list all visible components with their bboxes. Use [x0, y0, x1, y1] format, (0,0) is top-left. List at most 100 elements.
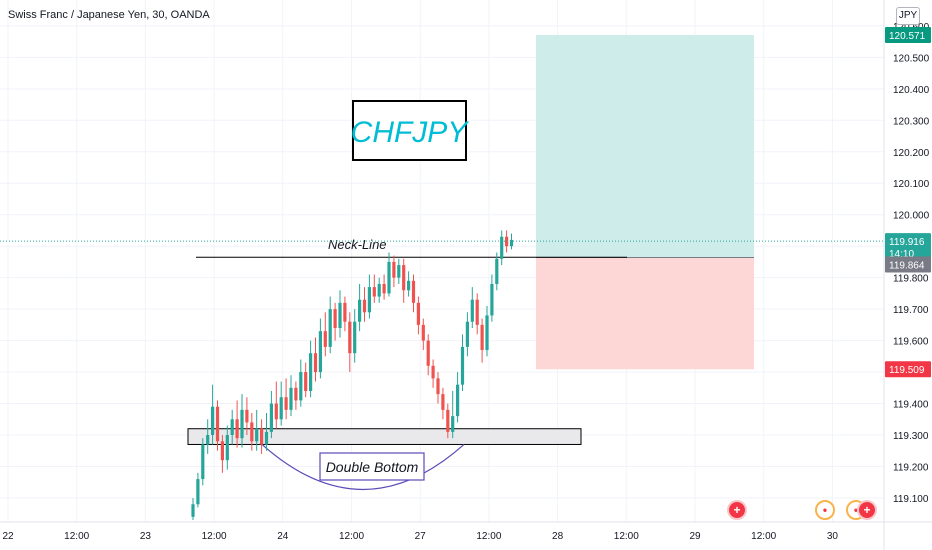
candles	[191, 230, 514, 520]
chart-title-frame	[352, 100, 467, 161]
candle-body	[362, 299, 367, 313]
entry-price-label: 119.864	[889, 261, 925, 272]
candle-body	[240, 409, 244, 439]
chart-title-box: CHFJPY	[351, 100, 469, 161]
currency-unit-button[interactable]: JPY	[896, 7, 920, 25]
candle-body	[323, 331, 327, 347]
candle-body	[215, 406, 220, 442]
candle-body	[436, 378, 440, 395]
y-tick-label: 119.700	[893, 305, 929, 316]
candle-body	[416, 302, 420, 325]
economic-event-icon[interactable]: +	[727, 500, 747, 520]
candle-body	[333, 309, 337, 329]
y-tick-label: 120.300	[893, 116, 930, 127]
target-price-label: 120.571	[889, 31, 926, 42]
candle-body	[402, 265, 406, 291]
y-tick-label: 120.400	[893, 85, 930, 96]
x-tick-label: 22	[2, 531, 14, 542]
economic-event-icon[interactable]: •	[815, 500, 835, 520]
candle-body	[456, 384, 460, 417]
stop-price-label-bg	[885, 361, 931, 378]
x-tick-label: 12:00	[614, 531, 639, 542]
candle-body	[470, 299, 474, 322]
candle-body	[509, 239, 514, 247]
x-tick-label: 12:00	[476, 531, 501, 542]
candle-body	[289, 387, 293, 410]
candle-body	[220, 441, 224, 461]
candle-body	[284, 397, 288, 410]
candle-body	[490, 283, 494, 316]
candle-body	[299, 372, 303, 401]
candle-body	[353, 321, 357, 354]
candle-body	[196, 479, 200, 505]
candle-body	[505, 236, 509, 247]
x-tick-label: 27	[415, 531, 427, 542]
time-axis[interactable]: 22 12:00 23 12:00 24 12:00 27 12:00 28 12:00 29 12:…	[2, 531, 838, 542]
pattern-label-box: Double Bottom	[319, 452, 425, 481]
x-tick-label: 12:00	[64, 531, 89, 542]
candle-body	[279, 397, 283, 420]
x-tick-label: 30	[827, 531, 839, 542]
pattern-label-frame	[319, 452, 425, 481]
candle-body	[441, 394, 445, 410]
candle-body	[313, 353, 318, 373]
candle-body	[245, 409, 249, 423]
candle-body	[338, 302, 342, 329]
stop-price-label: 119.509	[889, 365, 925, 376]
y-tick-label: 119.600	[893, 337, 929, 348]
candle-body	[211, 406, 215, 436]
candle-body	[294, 387, 298, 401]
y-tick-label: 119.200	[893, 462, 929, 473]
candle-body	[255, 428, 259, 442]
candle-body	[446, 409, 450, 432]
x-tick-label: 12:00	[202, 531, 227, 542]
candle-body	[260, 428, 264, 445]
candle-body	[460, 346, 465, 385]
candle-body	[495, 258, 499, 284]
candle-body	[274, 403, 278, 420]
candle-body	[191, 504, 195, 517]
x-tick-label: 29	[689, 531, 701, 542]
y-tick-label: 120.200	[893, 148, 930, 159]
target-zone	[536, 35, 754, 258]
candle-body	[411, 280, 416, 303]
candle-body	[475, 299, 479, 325]
entry-price-label-bg	[885, 256, 931, 273]
double-bottom-arc	[261, 444, 465, 491]
candle-body	[465, 321, 469, 347]
x-tick-label: 24	[277, 531, 289, 542]
support-zone	[187, 428, 582, 445]
x-tick-label: 23	[140, 531, 152, 542]
candle-body	[451, 416, 455, 432]
candle-body	[264, 431, 269, 445]
candle-body	[328, 309, 332, 347]
candle-body	[206, 435, 210, 445]
x-tick-label: 12:00	[339, 531, 364, 542]
candle-body	[318, 331, 322, 373]
candle-body	[201, 444, 205, 480]
y-tick-label: 120.500	[893, 53, 930, 64]
candle-body	[372, 287, 376, 297]
candle-body	[230, 419, 234, 436]
candle-body	[421, 324, 425, 341]
y-tick-label: 119.300	[893, 431, 929, 442]
candle-body	[392, 261, 396, 278]
candle-body	[225, 435, 229, 461]
candle-body	[431, 365, 435, 379]
y-tick-label: 120.100	[893, 179, 930, 190]
y-tick-label: 119.400	[893, 400, 929, 411]
y-tick-label: 119.800	[893, 274, 929, 285]
stop-zone	[536, 257, 754, 370]
candle-body	[407, 280, 411, 291]
candle-body	[250, 422, 254, 442]
candle-body	[348, 321, 352, 354]
pattern-label: Double Bottom	[326, 459, 419, 475]
economic-event-icon[interactable]: +	[857, 500, 877, 520]
candle-body	[343, 302, 347, 322]
x-tick-label: 28	[552, 531, 564, 542]
target-price-label-bg	[885, 27, 931, 44]
current-price-label: 119.916	[889, 237, 925, 248]
candle-body	[397, 265, 401, 278]
